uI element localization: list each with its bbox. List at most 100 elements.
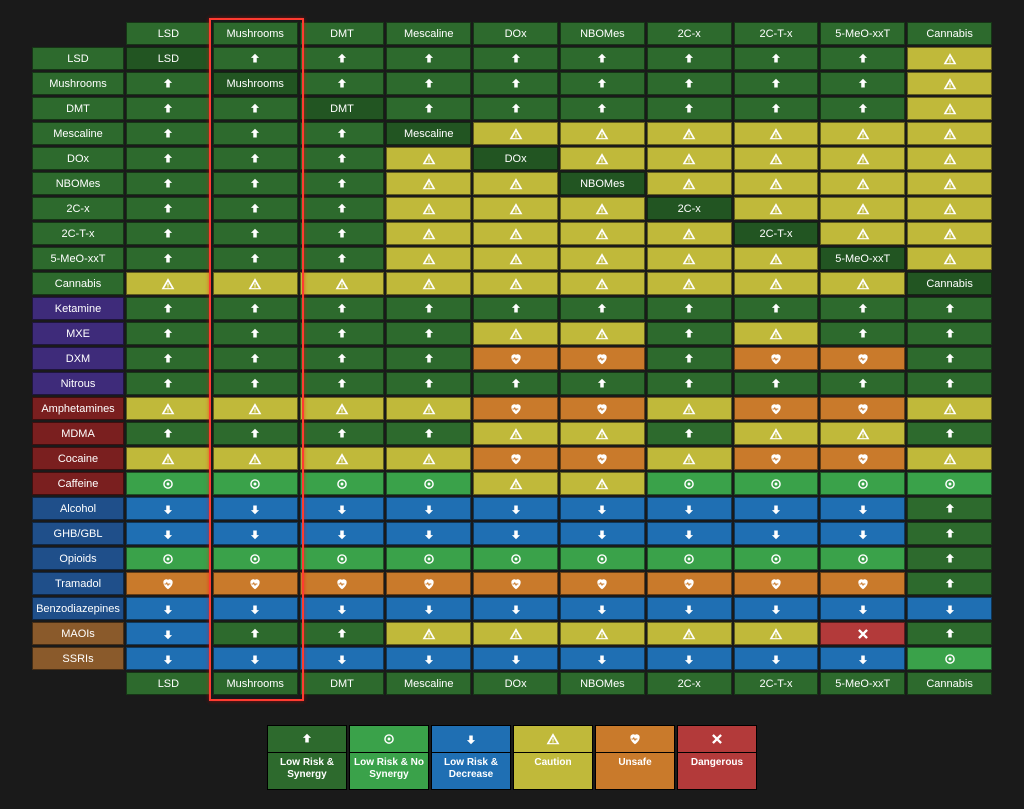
cell: [126, 297, 211, 320]
col-footer: LSD: [126, 672, 211, 695]
cell: [560, 222, 645, 245]
cell: [126, 247, 211, 270]
row-header: MAOIs: [32, 622, 124, 645]
cell: [820, 72, 905, 95]
cell: [734, 572, 819, 595]
row-header: DOx: [32, 147, 124, 170]
cell: [213, 597, 298, 620]
cell: [213, 622, 298, 645]
cell: [734, 472, 819, 495]
cell: [907, 447, 992, 470]
cell: [560, 197, 645, 220]
cell: [386, 597, 471, 620]
cell: [820, 347, 905, 370]
cell: [126, 222, 211, 245]
cell: [560, 572, 645, 595]
cell: Mescaline: [386, 122, 471, 145]
cell: [560, 247, 645, 270]
cell: [126, 547, 211, 570]
cell: [560, 422, 645, 445]
cell: [300, 622, 385, 645]
cell: [213, 522, 298, 545]
cell: [213, 122, 298, 145]
col-footer: 2C-T-x: [734, 672, 819, 695]
cell: [560, 522, 645, 545]
cell: [647, 472, 732, 495]
cell: [386, 72, 471, 95]
cell: [386, 247, 471, 270]
cell: [213, 572, 298, 595]
row-header: Nitrous: [32, 372, 124, 395]
row-header: Mushrooms: [32, 72, 124, 95]
row-header: Amphetamines: [32, 397, 124, 420]
cell: [386, 222, 471, 245]
col-header: DMT: [300, 22, 385, 45]
col-header: 2C-T-x: [734, 22, 819, 45]
cell: [647, 222, 732, 245]
cell: [386, 297, 471, 320]
cell: [300, 347, 385, 370]
cell: [473, 247, 558, 270]
col-footer: DMT: [300, 672, 385, 695]
cell: [820, 322, 905, 345]
cell: [907, 347, 992, 370]
cell: [560, 47, 645, 70]
cell: [386, 647, 471, 670]
cell: [647, 522, 732, 545]
cell: [734, 497, 819, 520]
cell: [647, 97, 732, 120]
row-header: 5-MeO-xxT: [32, 247, 124, 270]
cell: [560, 272, 645, 295]
cell: [907, 422, 992, 445]
cell: [734, 147, 819, 170]
cell: [386, 572, 471, 595]
cell: 2C-T-x: [734, 222, 819, 245]
cell: [126, 122, 211, 145]
cell: [473, 422, 558, 445]
cell: [386, 622, 471, 645]
cell: [300, 147, 385, 170]
cell: [126, 647, 211, 670]
cell: [907, 197, 992, 220]
cell: [560, 72, 645, 95]
cell: [300, 297, 385, 320]
cell: [647, 72, 732, 95]
cell: [473, 272, 558, 295]
cell: [386, 372, 471, 395]
cell: [907, 72, 992, 95]
cell: [647, 172, 732, 195]
cell: [126, 472, 211, 495]
cell: [300, 122, 385, 145]
cell: [300, 422, 385, 445]
cell: [647, 447, 732, 470]
cell: [907, 372, 992, 395]
cell: [126, 197, 211, 220]
cell: [300, 222, 385, 245]
col-footer: Mescaline: [386, 672, 471, 695]
cell: [734, 297, 819, 320]
cell: [820, 222, 905, 245]
cell: [300, 447, 385, 470]
cell: [300, 322, 385, 345]
cell: [386, 147, 471, 170]
cell: [647, 297, 732, 320]
cell: [126, 72, 211, 95]
col-header: Mescaline: [386, 22, 471, 45]
cell: [126, 347, 211, 370]
cell: [386, 347, 471, 370]
cell: [907, 222, 992, 245]
cell: [213, 347, 298, 370]
row-header: 2C-x: [32, 197, 124, 220]
cell: [473, 497, 558, 520]
cell: [386, 497, 471, 520]
cell: [820, 272, 905, 295]
cell: [734, 547, 819, 570]
cell: [734, 447, 819, 470]
cell: [300, 47, 385, 70]
cell: [647, 622, 732, 645]
legend-item: Unsafe: [595, 725, 675, 790]
legend-item: Low Risk & No Synergy: [349, 725, 429, 790]
cell: [300, 472, 385, 495]
cell: [734, 247, 819, 270]
cell: [386, 522, 471, 545]
